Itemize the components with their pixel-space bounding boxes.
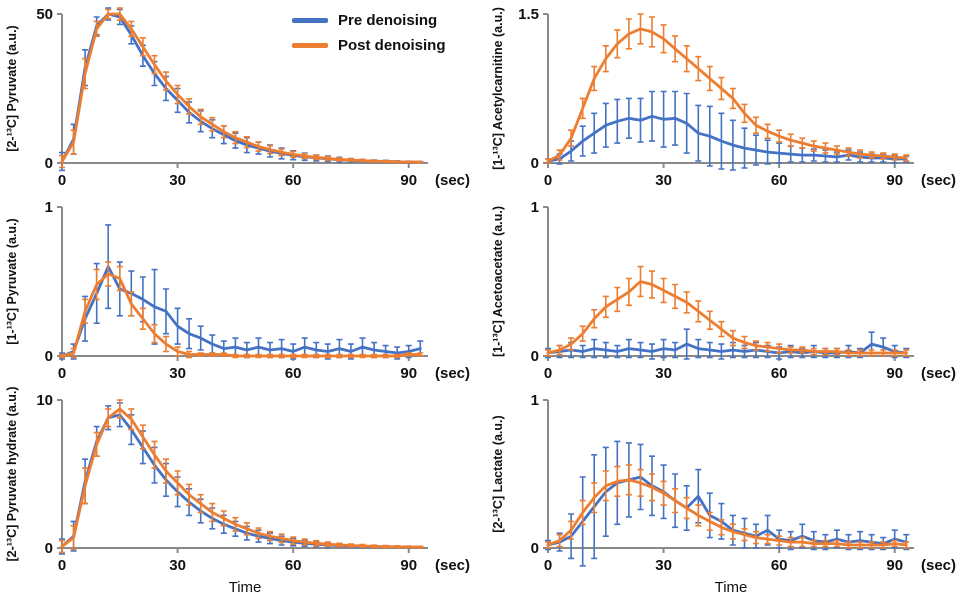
x-tick-label: 30: [655, 557, 672, 574]
x-unit-label: (sec): [921, 172, 956, 189]
y-tick-label: 10: [36, 392, 53, 409]
y-tick-label: 1: [45, 199, 53, 216]
y-axis-label: [2-¹³C] Lactate (a.u.): [491, 415, 505, 532]
x-tick-label: 0: [544, 557, 552, 574]
x-tick-label: 30: [655, 365, 672, 382]
y-tick-label: 1.5: [518, 6, 539, 23]
x-tick-label: 30: [655, 172, 672, 189]
x-tick-label: 0: [544, 365, 552, 382]
y-axis-label: [1-¹³C] Pyruvate (a.u.): [5, 218, 19, 344]
x-tick-label: 30: [169, 172, 186, 189]
x-unit-label: (sec): [435, 172, 470, 189]
series-line-pre: [546, 475, 908, 547]
legend-swatch-post-denoising: [292, 43, 328, 48]
x-unit-label: (sec): [921, 365, 956, 382]
x-tick-label: 90: [400, 557, 417, 574]
x-tick-label: 90: [400, 365, 417, 382]
legend-item-pre-denoising: Pre denoising: [292, 12, 446, 29]
x-unit-label: (sec): [435, 557, 470, 574]
y-tick-label: 0: [45, 348, 53, 365]
x-tick-label: 60: [771, 172, 788, 189]
legend-label-pre-denoising: Pre denoising: [338, 12, 438, 29]
x-tick-label: 0: [58, 172, 66, 189]
axes-spines: [547, 400, 914, 549]
y-axis-label: [1-¹³C] Acetylcarnitine (a.u.): [491, 7, 505, 170]
subplot-acetylcarnitine: 0 1.5 0 30 60 90 (sec) [1-¹³C] Acetylcarnitine …: [491, 6, 956, 189]
legend: Pre denoising Post denoising: [292, 12, 446, 54]
x-tick-label: 30: [169, 365, 186, 382]
y-tick-label: 0: [531, 348, 539, 365]
y-axis-label: [2-¹³C] Pyruvate hydrate (a.u.): [5, 386, 19, 561]
subplot-pyruvate-hydrate: 0 10 0 30 60 90 (sec) [2-¹³C] Pyruvate hydrate …: [5, 386, 470, 596]
series-line-post: [546, 478, 908, 547]
series-line-post: [546, 280, 908, 355]
error-bars-post: [545, 464, 910, 549]
y-tick-label: 0: [531, 155, 539, 172]
error-bars-post: [545, 13, 910, 164]
x-tick-label: 30: [169, 557, 186, 574]
x-tick-label: 60: [771, 365, 788, 382]
y-tick-label: 1: [531, 199, 539, 216]
x-tick-label: 60: [285, 172, 302, 189]
x-tick-label: 90: [886, 172, 903, 189]
x-unit-label: (sec): [921, 557, 956, 574]
y-axis-label: [1-¹³C] Acetoacetate (a.u.): [491, 206, 505, 357]
x-axis-label: Time: [715, 579, 748, 596]
error-bars-pre: [59, 224, 424, 360]
x-tick-label: 0: [544, 172, 552, 189]
axes-spines: [547, 207, 914, 357]
x-tick-label: 90: [886, 365, 903, 382]
series-line-post: [546, 27, 908, 163]
x-tick-label: 90: [886, 557, 903, 574]
legend-item-post-denoising: Post denoising: [292, 37, 446, 54]
x-tick-label: 90: [400, 172, 417, 189]
x-tick-label: 60: [285, 365, 302, 382]
x-tick-label: 60: [771, 557, 788, 574]
y-tick-label: 0: [531, 540, 539, 557]
x-tick-label: 60: [285, 557, 302, 574]
y-tick-label: 50: [36, 6, 53, 23]
x-tick-label: 0: [58, 557, 66, 574]
series-line-post: [60, 407, 422, 549]
subplot-acetoacetate: 0 1 0 30 60 90 (sec) [1-¹³C] Acetoacetate (a.u.…: [491, 199, 956, 382]
y-axis-label: [2-¹³C] Pyruvate (a.u.): [5, 25, 19, 151]
subplot-lactate: 0 1 0 30 60 90 (sec) [2-¹³C] Lactate (a.u.) Time: [491, 392, 956, 596]
y-tick-label: 0: [45, 155, 53, 172]
x-tick-label: 0: [58, 365, 66, 382]
x-axis-label: Time: [229, 579, 262, 596]
series-line-post: [60, 272, 422, 358]
subplot-pyruvate-1-13c: 0 1 0 30 60 90 (sec) [1-¹³C] Pyruvate (a.u.): [5, 199, 470, 382]
subplot-pyruvate-2-13c: 0 50 0 30 60 90 (sec) [2-¹³C] Pyruvate (a.u.): [5, 6, 470, 189]
x-unit-label: (sec): [435, 365, 470, 382]
series-line-post: [60, 12, 422, 164]
legend-swatch-pre-denoising: [292, 18, 328, 23]
series-line-pre: [546, 114, 908, 163]
series-line-pre: [60, 265, 422, 358]
y-tick-label: 0: [45, 540, 53, 557]
y-tick-label: 1: [531, 392, 539, 409]
legend-label-post-denoising: Post denoising: [338, 37, 446, 54]
